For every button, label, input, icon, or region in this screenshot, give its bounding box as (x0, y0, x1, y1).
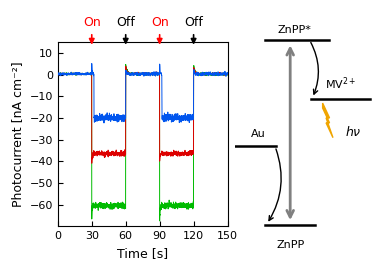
Text: $h\nu$: $h\nu$ (345, 124, 362, 139)
Text: ZnPP*: ZnPP* (278, 25, 311, 35)
Text: ZnPP: ZnPP (276, 240, 304, 250)
Text: MV$^{2+}$: MV$^{2+}$ (325, 75, 356, 92)
Polygon shape (323, 103, 333, 138)
Y-axis label: Photocurrent [nA cm⁻²]: Photocurrent [nA cm⁻²] (11, 61, 24, 207)
Text: Off: Off (184, 16, 203, 43)
Text: On: On (83, 16, 101, 43)
Text: On: On (151, 16, 169, 43)
X-axis label: Time [s]: Time [s] (117, 247, 168, 260)
Text: Off: Off (116, 16, 135, 43)
Text: Au: Au (251, 129, 266, 139)
